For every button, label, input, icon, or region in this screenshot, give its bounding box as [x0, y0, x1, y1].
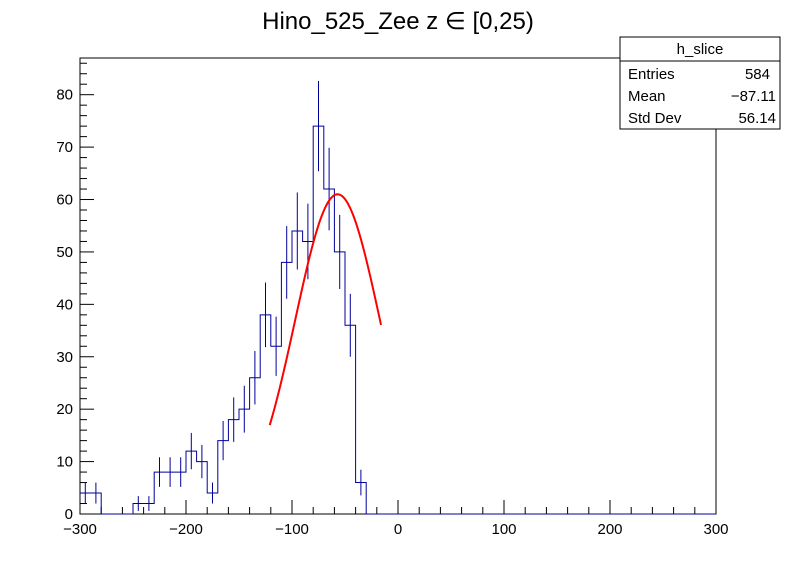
stats-frame	[619, 36, 781, 130]
stats-box: h_slice Entries 584 Mean −87.11 Std Dev …	[619, 36, 781, 130]
y-tick-label: 30	[56, 349, 73, 366]
stats-label-stddev: Std Dev	[628, 110, 682, 127]
y-tick-label: 20	[56, 401, 73, 418]
y-tick-label: 40	[56, 296, 73, 313]
x-tick-label: 100	[491, 521, 516, 538]
x-tick-label: 0	[394, 521, 402, 538]
fit-curve	[268, 193, 383, 426]
x-tick-label: −100	[275, 521, 309, 538]
stats-value-entries: 584	[745, 66, 770, 83]
y-tick-label: 60	[56, 192, 73, 209]
x-tick-label: −300	[63, 521, 97, 538]
y-tick-label: 0	[65, 506, 73, 523]
x-tick-label: 300	[703, 521, 728, 538]
x-tick-label: −200	[169, 521, 203, 538]
gaussian-fit	[268, 193, 383, 426]
stats-value-stddev: 56.14	[738, 110, 776, 127]
y-tick-label: 70	[56, 139, 73, 156]
stats-label-mean: Mean	[628, 88, 666, 105]
x-tick-label: 200	[597, 521, 622, 538]
stats-name: h_slice	[677, 41, 724, 58]
stats-label-entries: Entries	[628, 66, 675, 83]
y-tick-label: 80	[56, 87, 73, 104]
stats-value-mean: −87.11	[731, 88, 776, 105]
y-tick-label: 10	[56, 454, 73, 471]
chart-title: Hino_525_Zee z ∈ [0,25)	[262, 8, 534, 35]
axes: −300 −200 −100 0 100 200 300 0 10 20 30 40 50 60 70 80	[56, 62, 729, 538]
y-tick-label: 50	[56, 244, 73, 261]
